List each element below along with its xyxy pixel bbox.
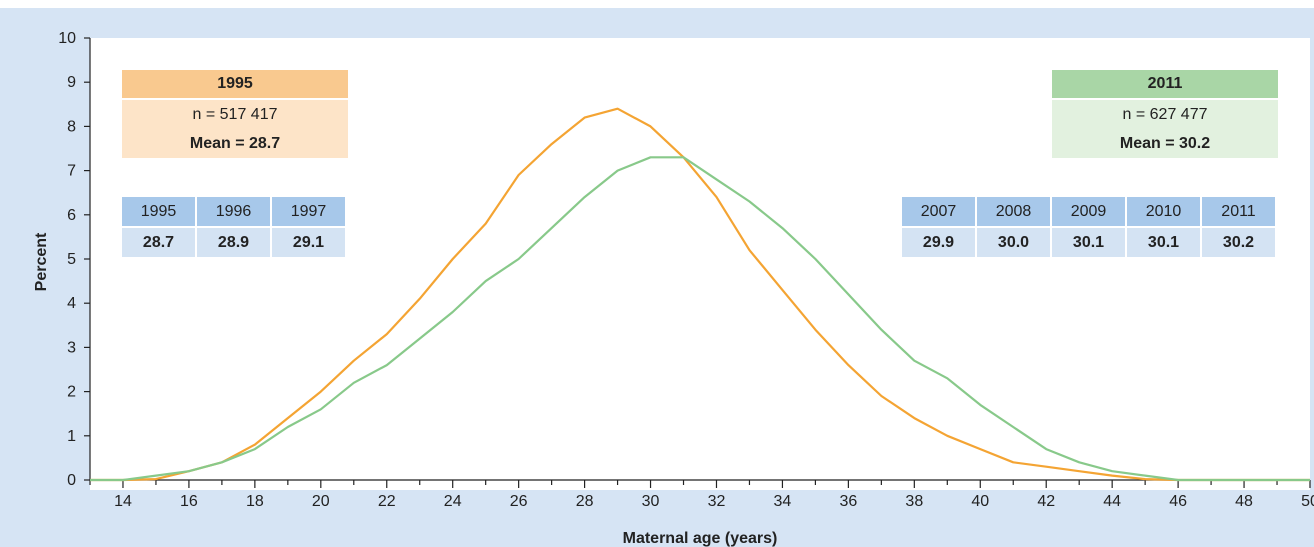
year-row: 2007 2008 2009 2010 2011 [902,197,1275,226]
y-tick-label: 8 [67,118,76,135]
x-tick-label: 24 [444,493,462,510]
x-tick-label: 20 [312,493,330,510]
y-tick-label: 6 [67,207,76,224]
mean-cell: 30.1 [1127,226,1200,257]
x-tick-label: 34 [774,493,792,510]
x-tick-label: 32 [708,493,726,510]
mean-cell: 30.0 [977,226,1050,257]
mean-row: 28.7 28.9 29.1 [122,226,345,257]
year-cell: 2010 [1127,197,1200,226]
y-tick-label: 0 [67,472,76,489]
series-layer [90,107,1310,482]
mean-cell: 28.7 [122,226,195,257]
x-tick-label: 48 [1235,493,1253,510]
summary-body: n = 627 477 Mean = 30.2 [1052,98,1278,158]
x-tick-label: 22 [378,493,396,510]
mean-cell: 30.2 [1202,226,1275,257]
y-tick-label: 10 [58,30,76,47]
mean-cell: 30.1 [1052,226,1125,257]
summary-count: n = 517 417 [192,106,278,123]
year-row: 1995 1996 1997 [122,197,345,226]
year-cell: 1997 [272,197,345,226]
y-tick-label: 1 [67,428,76,445]
mean-table-right: 2007 2008 2009 2010 2011 29.9 30.0 30.1 … [900,197,1277,257]
x-tick-label: 30 [642,493,660,510]
x-tick-label: 50 [1301,493,1314,510]
summary-body: n = 517 417 Mean = 28.7 [122,98,348,158]
summary-count: n = 627 477 [1122,106,1208,123]
y-axis-title: Percent [33,232,50,291]
x-tick-label: 26 [510,493,528,510]
summary-mean: Mean = 28.7 [189,135,281,152]
year-cell: 2011 [1202,197,1275,226]
y-tick-label: 4 [67,295,76,312]
summary-year: 2011 [1052,70,1278,98]
x-tick-label: 14 [114,493,132,510]
x-axis-title: Maternal age (years) [623,530,778,547]
x-tick-label: 42 [1037,493,1055,510]
year-cell: 2007 [902,197,975,226]
mean-cell: 29.1 [272,226,345,257]
summary-year: 1995 [122,70,348,98]
summary-box-1995: 1995 n = 517 417 Mean = 28.7 [122,70,348,158]
x-tick-label: 18 [246,493,264,510]
mean-cell: 28.9 [197,226,270,257]
x-tick-label: 28 [576,493,594,510]
series-line-1 [90,156,1310,482]
summary-mean: Mean = 30.2 [1119,135,1211,152]
y-tick-label: 2 [67,384,76,401]
year-cell: 2008 [977,197,1050,226]
x-tick-label: 16 [180,493,198,510]
y-tick-label: 9 [67,74,76,91]
year-cell: 1995 [122,197,195,226]
mean-cell: 29.9 [902,226,975,257]
year-cell: 2009 [1052,197,1125,226]
y-tick-label: 7 [67,163,76,180]
x-tick-label: 46 [1169,493,1187,510]
x-tick-label: 40 [971,493,989,510]
summary-box-2011: 2011 n = 627 477 Mean = 30.2 [1052,70,1278,158]
x-tick-label: 38 [905,493,923,510]
mean-table-left: 1995 1996 1997 28.7 28.9 29.1 [120,197,347,257]
y-tick-label: 3 [67,339,76,356]
series-line-0 [90,107,1310,482]
x-tick-label: 44 [1103,493,1121,510]
x-tick-label: 36 [839,493,857,510]
mean-row: 29.9 30.0 30.1 30.1 30.2 [902,226,1275,257]
y-tick-label: 5 [67,251,76,268]
year-cell: 1996 [197,197,270,226]
